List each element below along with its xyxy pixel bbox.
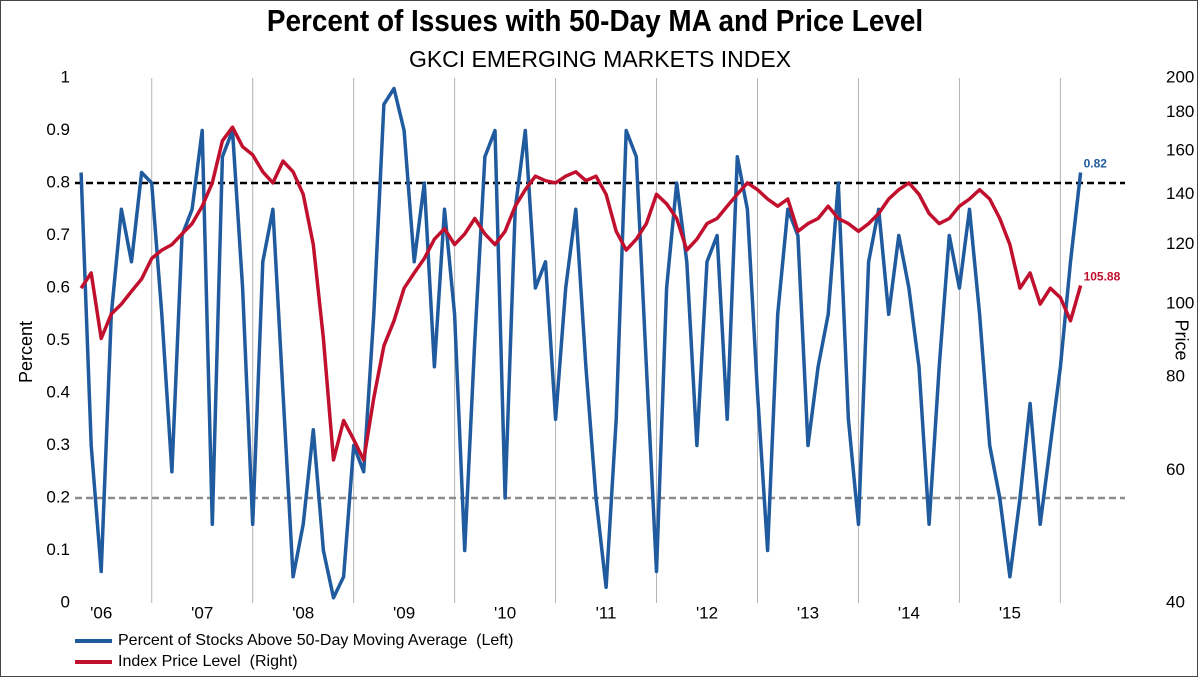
y-tick-label: 0.8 — [46, 172, 70, 191]
x-tick-label: '14 — [898, 603, 920, 622]
y-tick-label: 0.1 — [46, 540, 70, 559]
x-tick-label: '08 — [292, 603, 314, 622]
end-label: 105.88 — [1084, 270, 1121, 284]
y-tick-label: 0.6 — [46, 277, 70, 296]
y-tick-label: 0.2 — [46, 487, 70, 506]
chart-title: Percent of Issues with 50-Day MA and Pri… — [267, 4, 923, 39]
x-tick-label: '10 — [494, 603, 516, 622]
y-tick-label: 0.7 — [46, 225, 70, 244]
chart-subtitle: GKCI EMERGING MARKETS INDEX — [409, 46, 791, 72]
y-axis-label: Percent — [16, 321, 36, 383]
y2-tick-label: 140 — [1166, 184, 1194, 203]
y2-tick-label: 40 — [1166, 592, 1185, 611]
y-tick-label: 0.4 — [46, 382, 70, 401]
y2-tick-label: 100 — [1166, 294, 1194, 313]
x-tick-label: '11 — [596, 603, 617, 622]
series-line — [79, 125, 1083, 462]
x-tick-label: '09 — [393, 603, 415, 622]
y-tick-label: 1 — [61, 67, 70, 86]
legend-label: Index Price Level (Right) — [118, 653, 298, 670]
y-tick-label: 0.5 — [46, 330, 70, 349]
y2-tick-label: 180 — [1166, 102, 1194, 121]
x-tick-label: '15 — [999, 603, 1021, 622]
end-label: 0.82 — [1084, 157, 1108, 171]
y-tick-label: 0 — [61, 592, 70, 611]
legend-label: Percent of Stocks Above 50-Day Moving Av… — [118, 632, 513, 649]
x-tick-label: '07 — [191, 603, 213, 622]
y2-tick-label: 80 — [1166, 366, 1185, 385]
x-tick-label: '06 — [90, 603, 112, 622]
y-tick-label: 0.3 — [46, 435, 70, 454]
x-tick-label: '12 — [696, 603, 718, 622]
x-tick-label: '13 — [797, 603, 819, 622]
series-line — [79, 86, 1083, 600]
y2-axis-label: Price — [1171, 319, 1191, 360]
y2-tick-label: 60 — [1166, 460, 1185, 479]
y2-tick-label: 200 — [1166, 67, 1194, 86]
y2-tick-label: 160 — [1166, 140, 1194, 159]
y-tick-label: 0.9 — [46, 120, 70, 139]
y2-tick-label: 120 — [1166, 234, 1194, 253]
